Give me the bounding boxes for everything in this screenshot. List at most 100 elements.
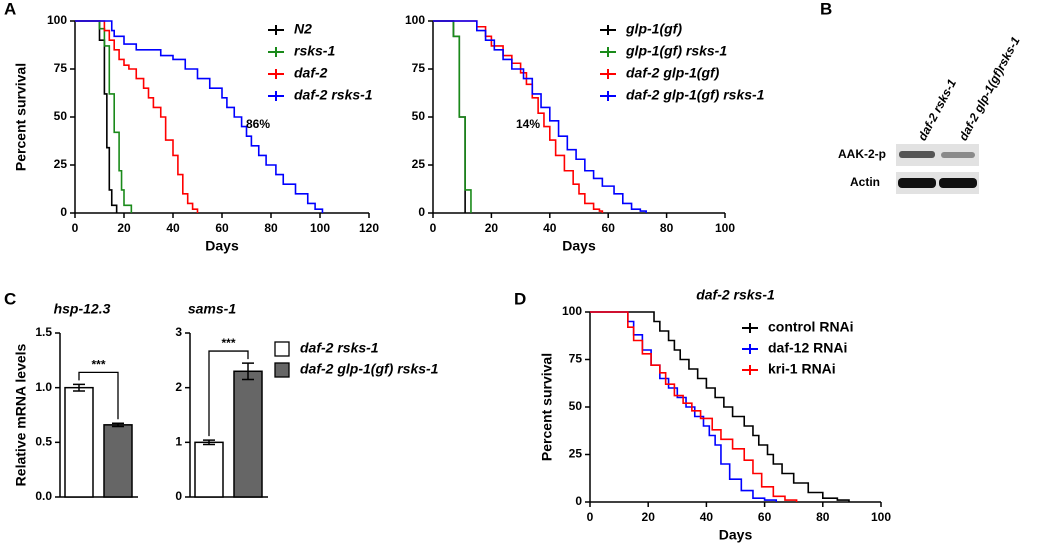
y-tick-label: 1.0 xyxy=(35,380,52,394)
y-tick-label: 1.5 xyxy=(35,325,52,339)
y-axis-label: Relative mRNA levels xyxy=(13,343,29,486)
x-tick-label: 60 xyxy=(758,510,772,524)
legend-label: glp-1(gf) rsks-1 xyxy=(625,43,727,59)
survival-curve xyxy=(590,311,850,502)
blot-background xyxy=(896,144,979,166)
y-tick-label: 25 xyxy=(54,157,68,171)
significance: *** xyxy=(91,358,105,372)
y-tick-label: 50 xyxy=(54,109,68,123)
bar xyxy=(233,370,263,498)
y-tick-label: 0.5 xyxy=(35,435,52,449)
panel-label: A xyxy=(4,0,16,18)
blot-band xyxy=(941,152,975,158)
legend-label: daf-2 glp-1(gf) rsks-1 xyxy=(300,361,439,377)
y-tick-label: 0 xyxy=(175,489,182,503)
survival-curve xyxy=(75,20,199,213)
y-tick-label: 75 xyxy=(54,61,68,75)
legend-swatch xyxy=(274,362,290,378)
x-tick-label: 0 xyxy=(430,221,437,235)
legend-swatch xyxy=(274,341,290,357)
significance-bracket xyxy=(208,350,249,437)
x-tick-label: 0 xyxy=(587,510,594,524)
x-tick-label: 60 xyxy=(602,221,616,235)
legend-label: daf-12 RNAi xyxy=(768,340,847,356)
x-tick-label: 80 xyxy=(816,510,830,524)
y-tick-label: 75 xyxy=(412,61,426,75)
y-tick-label: 2 xyxy=(175,380,182,394)
x-tick-label: 80 xyxy=(264,221,278,235)
x-axis-label: Days xyxy=(719,527,753,543)
panel-label: B xyxy=(820,0,832,18)
panel-title: sams-1 xyxy=(188,301,236,317)
y-tick-label: 0.0 xyxy=(35,489,52,503)
y-tick-label: 0 xyxy=(575,494,582,508)
x-axis-label: Days xyxy=(205,238,239,254)
blot-background xyxy=(896,172,979,194)
x-tick-label: 20 xyxy=(485,221,499,235)
legend-label: control RNAi xyxy=(768,319,854,335)
x-tick-label: 20 xyxy=(117,221,131,235)
y-axis-label: Percent survival xyxy=(539,353,555,461)
legend-label: rsks-1 xyxy=(294,43,335,59)
legend-label: daf-2 glp-1(gf) xyxy=(626,65,720,81)
blot-band xyxy=(899,151,935,158)
blot-band xyxy=(939,178,977,188)
legend-label: glp-1(gf) xyxy=(625,21,682,37)
y-tick-label: 100 xyxy=(405,13,425,27)
annotation: 86% xyxy=(246,117,270,131)
x-tick-label: 120 xyxy=(359,221,379,235)
blot-column: daf-2 rsks-1 xyxy=(915,77,959,143)
legend-label: daf-2 rsks-1 xyxy=(294,87,373,103)
legend-label: daf-2 rsks-1 xyxy=(300,340,379,356)
x-tick-label: 40 xyxy=(166,221,180,235)
bar xyxy=(64,386,94,498)
survival-curve xyxy=(75,20,118,213)
panel-label: C xyxy=(4,289,16,308)
significance-bracket xyxy=(78,371,119,420)
x-tick-label: 60 xyxy=(215,221,229,235)
y-tick-label: 0 xyxy=(60,205,67,219)
survival-curve xyxy=(590,311,778,502)
x-tick-label: 40 xyxy=(543,221,557,235)
legend-label: daf-2 xyxy=(294,65,328,81)
error-bar xyxy=(112,422,124,428)
y-tick-label: 75 xyxy=(569,352,583,366)
y-tick-label: 25 xyxy=(412,157,426,171)
western-blot: daf-2 rsks-1 daf-2 glp-1(gf)rsks-1 AAK-2… xyxy=(838,34,1023,194)
x-tick-label: 100 xyxy=(310,221,330,235)
survival-curve xyxy=(433,20,604,213)
y-tick-label: 0 xyxy=(418,205,425,219)
blot-band xyxy=(898,178,936,188)
chart-title: daf-2 rsks-1 xyxy=(696,287,775,303)
bar xyxy=(103,424,133,498)
y-axis-label: Percent survival xyxy=(13,63,29,171)
survival-curve xyxy=(75,20,133,213)
blot-column: daf-2 glp-1(gf)rsks-1 xyxy=(956,34,1023,143)
survival-curve xyxy=(75,20,324,213)
blot-row: AAK-2-p xyxy=(838,147,886,161)
y-tick-label: 50 xyxy=(569,399,583,413)
x-axis-label: Days xyxy=(562,238,596,254)
error-bar xyxy=(203,439,215,446)
y-tick-label: 25 xyxy=(569,447,583,461)
y-tick-label: 100 xyxy=(47,13,67,27)
legend-label: N2 xyxy=(294,21,312,37)
x-tick-label: 80 xyxy=(660,221,674,235)
error-bar xyxy=(242,362,254,381)
annotation: 14% xyxy=(516,117,540,131)
y-tick-label: 3 xyxy=(175,325,182,339)
y-tick-label: 50 xyxy=(412,109,426,123)
survival-curve xyxy=(433,20,647,213)
x-tick-label: 100 xyxy=(715,221,735,235)
blot-row: Actin xyxy=(850,175,880,189)
x-tick-label: 0 xyxy=(72,221,79,235)
y-tick-label: 1 xyxy=(175,435,182,449)
x-tick-label: 40 xyxy=(700,510,714,524)
significance: *** xyxy=(221,336,235,350)
error-bar xyxy=(73,383,85,392)
x-tick-label: 20 xyxy=(642,510,656,524)
legend-label: kri-1 RNAi xyxy=(768,361,836,377)
panel-title: hsp-12.3 xyxy=(54,301,111,317)
y-tick-label: 100 xyxy=(562,304,582,318)
